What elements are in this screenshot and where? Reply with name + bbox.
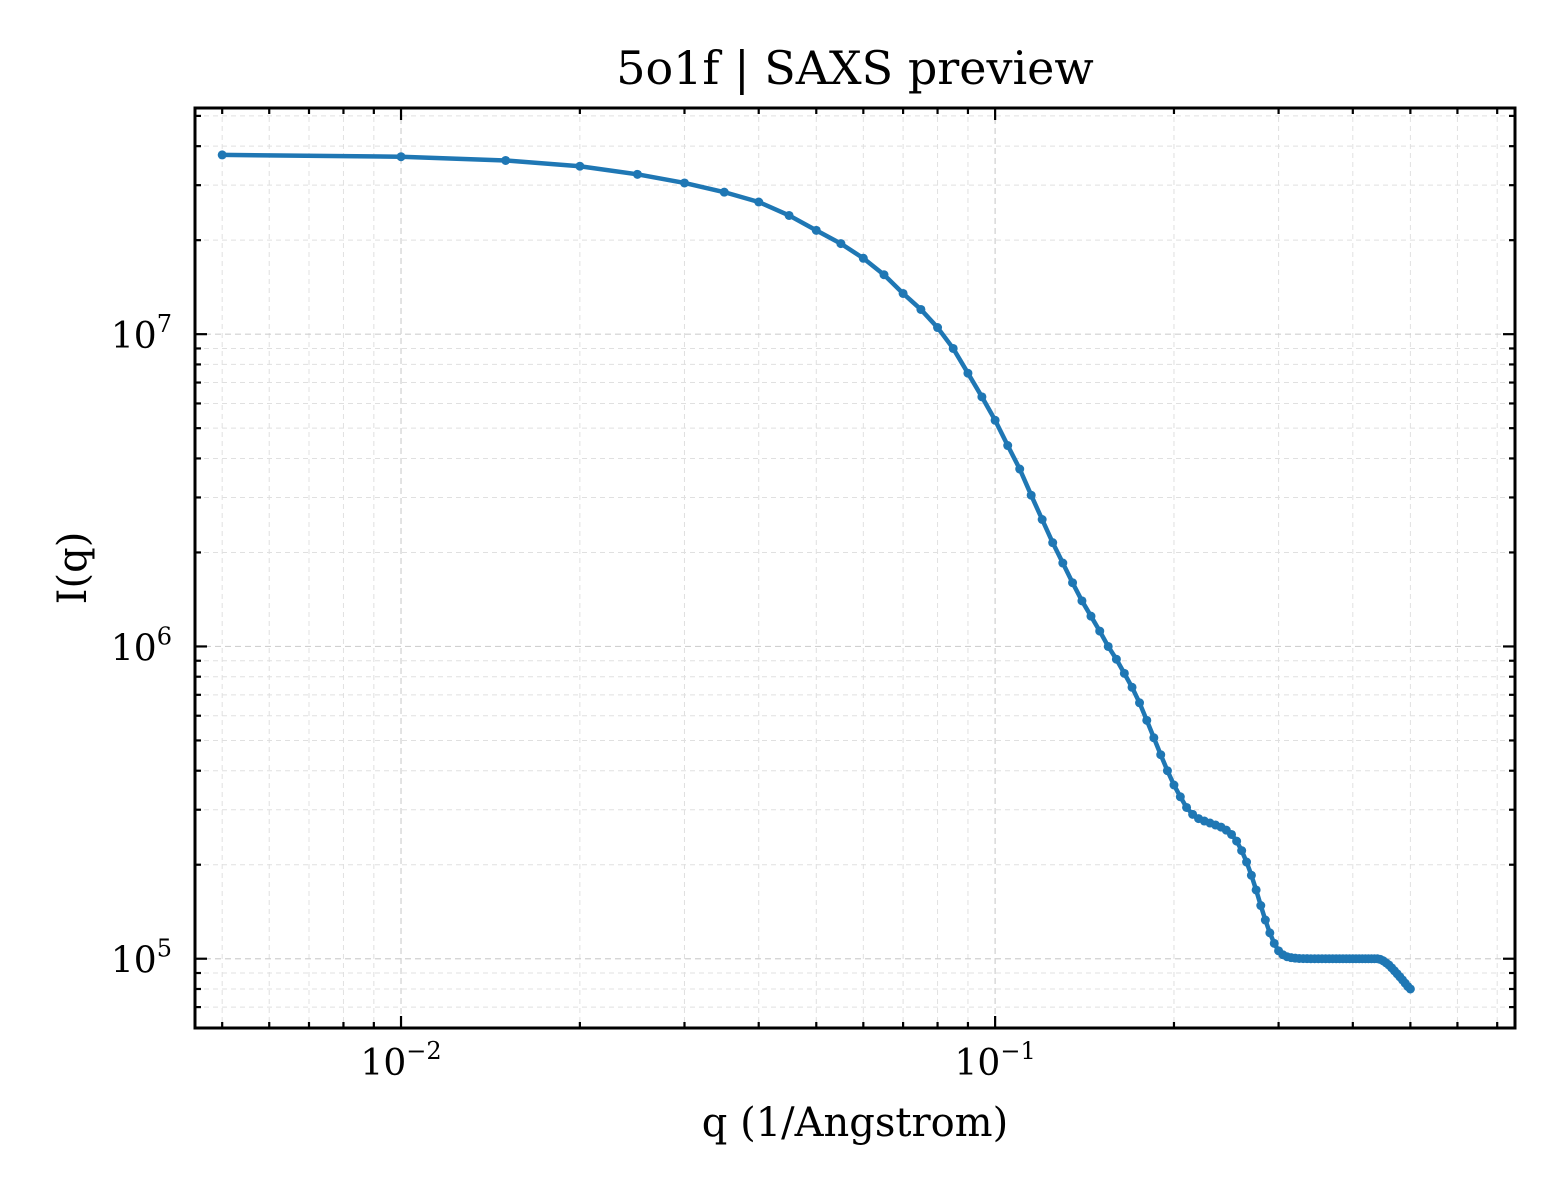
data-point <box>811 225 821 235</box>
data-point <box>1111 654 1121 664</box>
data-point <box>501 155 511 165</box>
data-point <box>719 187 729 197</box>
data-point <box>879 270 889 280</box>
data-point <box>217 150 227 160</box>
data-point <box>1232 836 1242 846</box>
data-point <box>1256 901 1266 911</box>
data-point <box>948 343 958 353</box>
x-tick-label: 10−1 <box>955 1037 1036 1084</box>
data-point <box>1026 490 1036 500</box>
data-point <box>1086 611 1096 621</box>
x-axis-label: q (1/Angstrom) <box>702 1100 1008 1146</box>
data-point <box>1227 829 1237 839</box>
grid-lines <box>195 108 1515 1029</box>
data-point <box>1405 984 1415 994</box>
data-point <box>836 239 846 249</box>
data-point <box>1127 682 1137 692</box>
data-point <box>1242 857 1252 867</box>
data-point <box>990 415 1000 425</box>
data-point <box>933 323 943 333</box>
data-point <box>1095 626 1105 636</box>
plot-frame <box>193 106 1517 1030</box>
y-axis-label: I(q) <box>50 532 96 605</box>
data-point <box>1135 698 1145 708</box>
data-point <box>396 152 406 162</box>
data-point <box>1119 668 1129 678</box>
data-point <box>1265 928 1275 938</box>
data-point <box>1058 558 1068 568</box>
data-point <box>1156 750 1166 760</box>
data-point <box>1003 441 1013 451</box>
data-point <box>1260 915 1270 925</box>
data-point <box>679 178 689 188</box>
y-tick-label: 107 <box>111 310 172 357</box>
data-point <box>1182 802 1192 812</box>
data-point <box>916 304 926 314</box>
plot-series <box>217 150 1415 994</box>
chart-title: 5o1f | SAXS preview <box>616 41 1094 95</box>
data-point <box>963 368 973 378</box>
data-point <box>1246 870 1256 880</box>
data-point <box>977 392 987 402</box>
data-point <box>1269 938 1279 948</box>
data-point <box>1037 514 1047 524</box>
data-point <box>1251 885 1261 895</box>
data-point <box>1237 846 1247 856</box>
data-point <box>575 161 585 171</box>
y-tick-label: 106 <box>111 622 172 669</box>
data-point <box>898 288 908 298</box>
data-point <box>1162 766 1172 776</box>
data-point <box>1048 538 1058 548</box>
data-point <box>1015 464 1025 474</box>
data-point <box>754 197 764 207</box>
data-point <box>1142 715 1152 725</box>
data-point <box>1103 641 1113 651</box>
data-point <box>1169 780 1179 790</box>
x-tick-label: 10−2 <box>360 1037 441 1084</box>
tick-labels: 10−2 10−1 105 106 107 <box>111 310 1036 1084</box>
data-point <box>858 253 868 263</box>
data-point <box>1149 733 1159 743</box>
data-point <box>1077 596 1087 606</box>
data-point <box>1068 578 1078 588</box>
data-point <box>632 169 642 179</box>
data-point <box>784 210 794 220</box>
y-tick-label: 105 <box>111 935 172 982</box>
data-point <box>1175 792 1185 802</box>
